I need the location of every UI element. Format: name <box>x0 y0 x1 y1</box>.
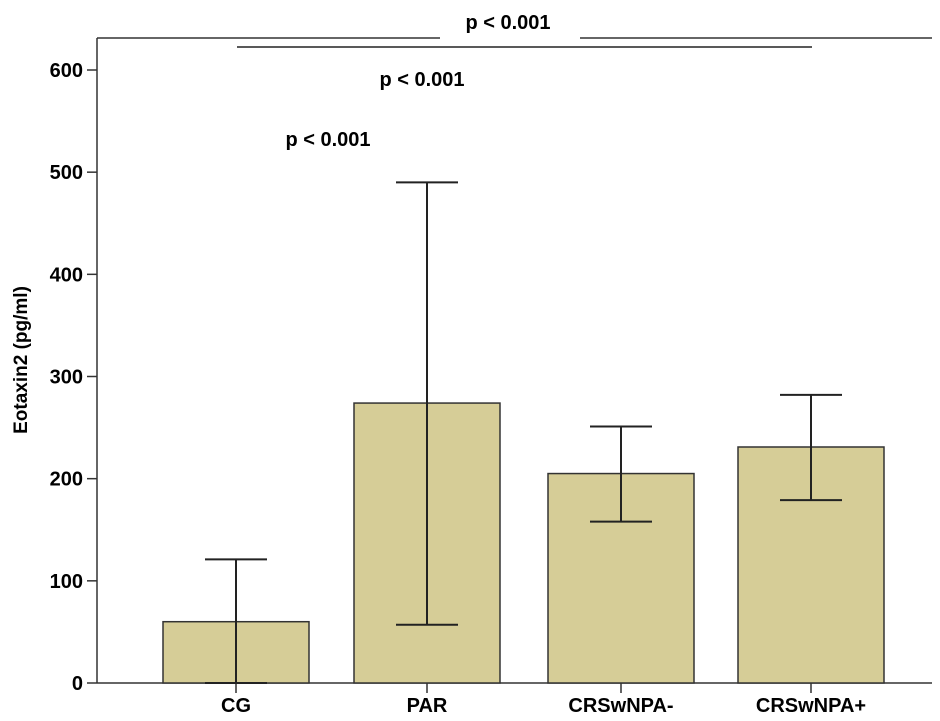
labels: Eotaxin2 (pg/ml) 0 100 200 300 400 500 600 CG PA… <box>11 60 866 717</box>
bars <box>162 402 885 684</box>
y-tick-label: 500 <box>50 162 83 184</box>
y-tick-label: 400 <box>50 264 83 286</box>
y-tick-label: 200 <box>50 469 83 491</box>
y-tick-label: 600 <box>50 60 83 82</box>
y-axis-title: Eotaxin2 (pg/ml) <box>11 286 32 434</box>
y-tick-label: 100 <box>50 571 83 593</box>
x-tick-label: PAR <box>407 695 448 717</box>
sig-label-cg-par: p < 0.001 <box>285 129 370 151</box>
y-tick-label: 300 <box>50 367 83 389</box>
error-bars <box>205 181 842 684</box>
x-tick-label: CRSwNPA+ <box>756 695 866 717</box>
x-tick-label: CG <box>221 695 251 717</box>
y-tick-label: 0 <box>72 673 83 695</box>
sig-label-cg-crswnpa-plus: p < 0.001 <box>465 12 550 34</box>
significance-annotations: p < 0.001 p < 0.001 p < 0.001 <box>237 12 812 151</box>
sig-label-cg-crswnpa-minus: p < 0.001 <box>379 69 464 91</box>
x-tick-label: CRSwNPA- <box>568 695 673 717</box>
sig-label-background <box>440 28 580 50</box>
